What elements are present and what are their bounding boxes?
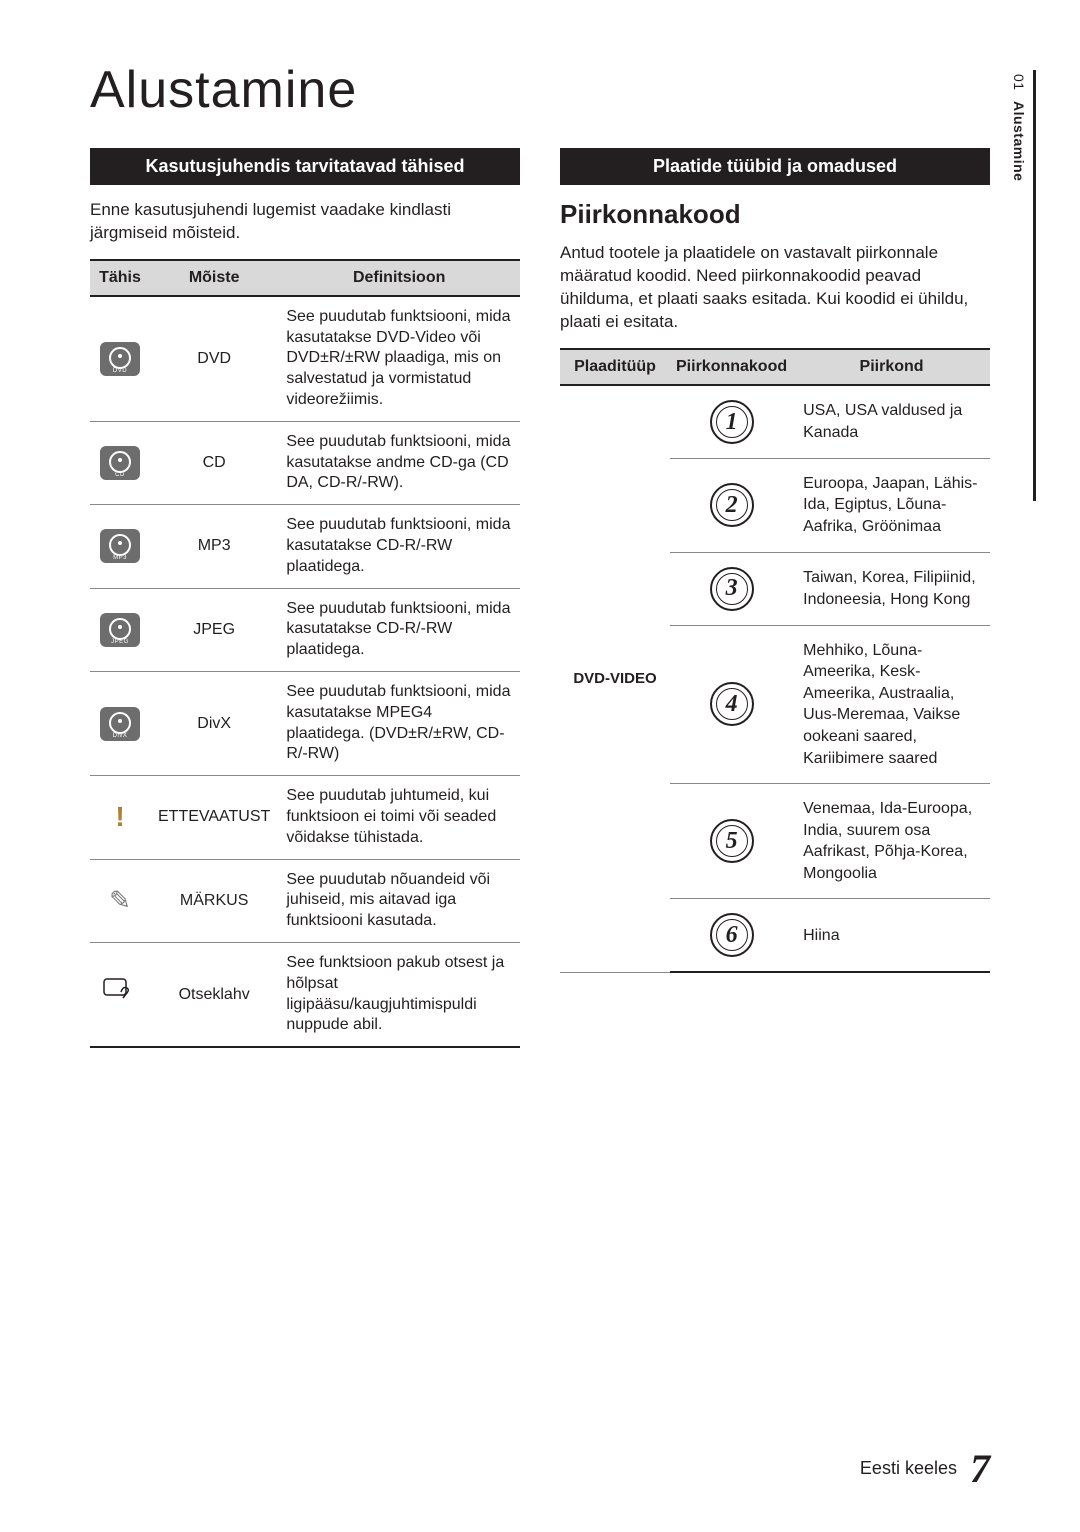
page-footer: Eesti keeles 7 <box>860 1445 990 1492</box>
disc-icon-label: JPEG <box>100 639 140 645</box>
footer-page-number: 7 <box>970 1446 990 1491</box>
symbol-term: DVD <box>150 296 278 421</box>
symbol-icon-cell: ! <box>90 776 150 859</box>
disc-icon-label: DivX <box>100 733 140 739</box>
region-description: Euroopa, Jaapan, Lähis-Ida, Egiptus, Lõu… <box>793 458 990 552</box>
region-code-number: 1 <box>726 406 738 438</box>
regions-table: Plaaditüüp Piirkonnakood Piirkond DVD-VI… <box>560 348 990 974</box>
region-code-badge: 1 <box>710 400 754 444</box>
symbols-table: Tähis Mõiste Definitsioon DVDDVDSee puud… <box>90 259 520 1048</box>
region-description: Taiwan, Korea, Filipiinid, Indoneesia, H… <box>793 552 990 625</box>
left-column: Kasutusjuhendis tarvitatavad tähised Enn… <box>90 148 520 1048</box>
disc-icon: DivX <box>100 707 140 741</box>
content-columns: Kasutusjuhendis tarvitatavad tähised Enn… <box>90 148 990 1048</box>
regions-header-code: Piirkonnakood <box>670 349 793 385</box>
region-section-title: Piirkonnakood <box>560 199 990 230</box>
symbol-icon-cell: JPEG <box>90 588 150 671</box>
disc-type-cell: DVD-VIDEO <box>560 385 670 973</box>
shortcut-icon <box>103 978 137 1006</box>
symbol-term: CD <box>150 421 278 504</box>
region-code-number: 6 <box>726 919 738 951</box>
region-description: Hiina <box>793 899 990 973</box>
region-code-number: 5 <box>726 825 738 857</box>
symbol-definition: See puudutab funktsiooni, mida kasutatak… <box>278 672 520 776</box>
right-banner: Plaatide tüübid ja omadused <box>560 148 990 185</box>
region-code-cell: 2 <box>670 458 793 552</box>
region-code-cell: 3 <box>670 552 793 625</box>
symbol-definition: See puudutab nõuandeid või juhiseid, mis… <box>278 859 520 942</box>
side-tab: 01 Alustamine <box>1011 70 1036 501</box>
symbol-icon-cell: CD <box>90 421 150 504</box>
symbols-header-icon: Tähis <box>90 260 150 296</box>
region-code-number: 3 <box>726 572 738 604</box>
table-row: ! ETTEVAATUSTSee puudutab juhtumeid, kui … <box>90 776 520 859</box>
disc-icon-label: MP3 <box>100 555 140 561</box>
left-banner: Kasutusjuhendis tarvitatavad tähised <box>90 148 520 185</box>
symbol-term: MP3 <box>150 505 278 588</box>
caution-icon: ! <box>115 801 124 833</box>
region-code-cell: 4 <box>670 625 793 784</box>
region-code-cell: 1 <box>670 385 793 459</box>
region-description: Venemaa, Ida-Euroopa, India, suurem osa … <box>793 784 990 899</box>
table-row: DVD-VIDEO1USA, USA valdused ja Kanada <box>560 385 990 459</box>
symbol-term: JPEG <box>150 588 278 671</box>
region-code-badge: 6 <box>710 913 754 957</box>
symbol-definition: See puudutab funktsiooni, mida kasutatak… <box>278 505 520 588</box>
regions-header-region: Piirkond <box>793 349 990 385</box>
disc-icon-label: DVD <box>100 368 140 374</box>
table-row: MP3MP3See puudutab funktsiooni, mida kas… <box>90 505 520 588</box>
side-tab-num: 01 <box>1011 74 1027 91</box>
disc-icon: DVD <box>100 342 140 376</box>
regions-header-type: Plaaditüüp <box>560 349 670 385</box>
footer-lang: Eesti keeles <box>860 1458 957 1478</box>
side-tab-label: Alustamine <box>1011 101 1027 181</box>
region-description: Mehhiko, Lõuna-Ameerika, Kesk-Ameerika, … <box>793 625 990 784</box>
symbol-icon-cell: DVD <box>90 296 150 421</box>
right-intro: Antud tootele ja plaatidele on vastavalt… <box>560 242 990 334</box>
symbol-definition: See puudutab juhtumeid, kui funktsioon e… <box>278 776 520 859</box>
region-code-badge: 4 <box>710 682 754 726</box>
region-code-cell: 5 <box>670 784 793 899</box>
symbols-header-term: Mõiste <box>150 260 278 296</box>
symbol-definition: See puudutab funktsiooni, mida kasutatak… <box>278 296 520 421</box>
symbol-definition: See puudutab funktsiooni, mida kasutatak… <box>278 588 520 671</box>
page-title: Alustamine <box>90 60 990 120</box>
disc-icon: JPEG <box>100 613 140 647</box>
symbol-definition: See funktsioon pakub otsest ja hõlpsat l… <box>278 943 520 1048</box>
region-code-number: 2 <box>726 489 738 521</box>
region-code-badge: 5 <box>710 819 754 863</box>
symbol-term: ETTEVAATUST <box>150 776 278 859</box>
table-row: JPEGJPEGSee puudutab funktsiooni, mida k… <box>90 588 520 671</box>
table-row: DVDDVDSee puudutab funktsiooni, mida kas… <box>90 296 520 421</box>
symbol-definition: See puudutab funktsiooni, mida kasutatak… <box>278 421 520 504</box>
region-description: USA, USA valdused ja Kanada <box>793 385 990 459</box>
symbol-icon-cell <box>90 943 150 1048</box>
symbol-term: Otseklahv <box>150 943 278 1048</box>
table-row: OtseklahvSee funktsioon pakub otsest ja … <box>90 943 520 1048</box>
disc-icon-label: CD <box>100 472 140 478</box>
note-icon: ✎ <box>109 885 131 916</box>
left-intro: Enne kasutusjuhendi lugemist vaadake kin… <box>90 199 520 245</box>
disc-icon: MP3 <box>100 529 140 563</box>
region-code-badge: 2 <box>710 483 754 527</box>
region-code-number: 4 <box>726 688 738 720</box>
symbol-icon-cell: DivX <box>90 672 150 776</box>
table-row: ✎ MÄRKUSSee puudutab nõuandeid või juhise… <box>90 859 520 942</box>
disc-icon: CD <box>100 446 140 480</box>
table-row: DivXDivXSee puudutab funktsiooni, mida k… <box>90 672 520 776</box>
right-column: Plaatide tüübid ja omadused Piirkonnakoo… <box>560 148 990 1048</box>
region-code-cell: 6 <box>670 899 793 973</box>
region-code-badge: 3 <box>710 567 754 611</box>
table-row: CDCDSee puudutab funktsiooni, mida kasut… <box>90 421 520 504</box>
symbol-term: MÄRKUS <box>150 859 278 942</box>
symbols-header-def: Definitsioon <box>278 260 520 296</box>
symbol-term: DivX <box>150 672 278 776</box>
symbol-icon-cell: ✎ <box>90 859 150 942</box>
symbol-icon-cell: MP3 <box>90 505 150 588</box>
